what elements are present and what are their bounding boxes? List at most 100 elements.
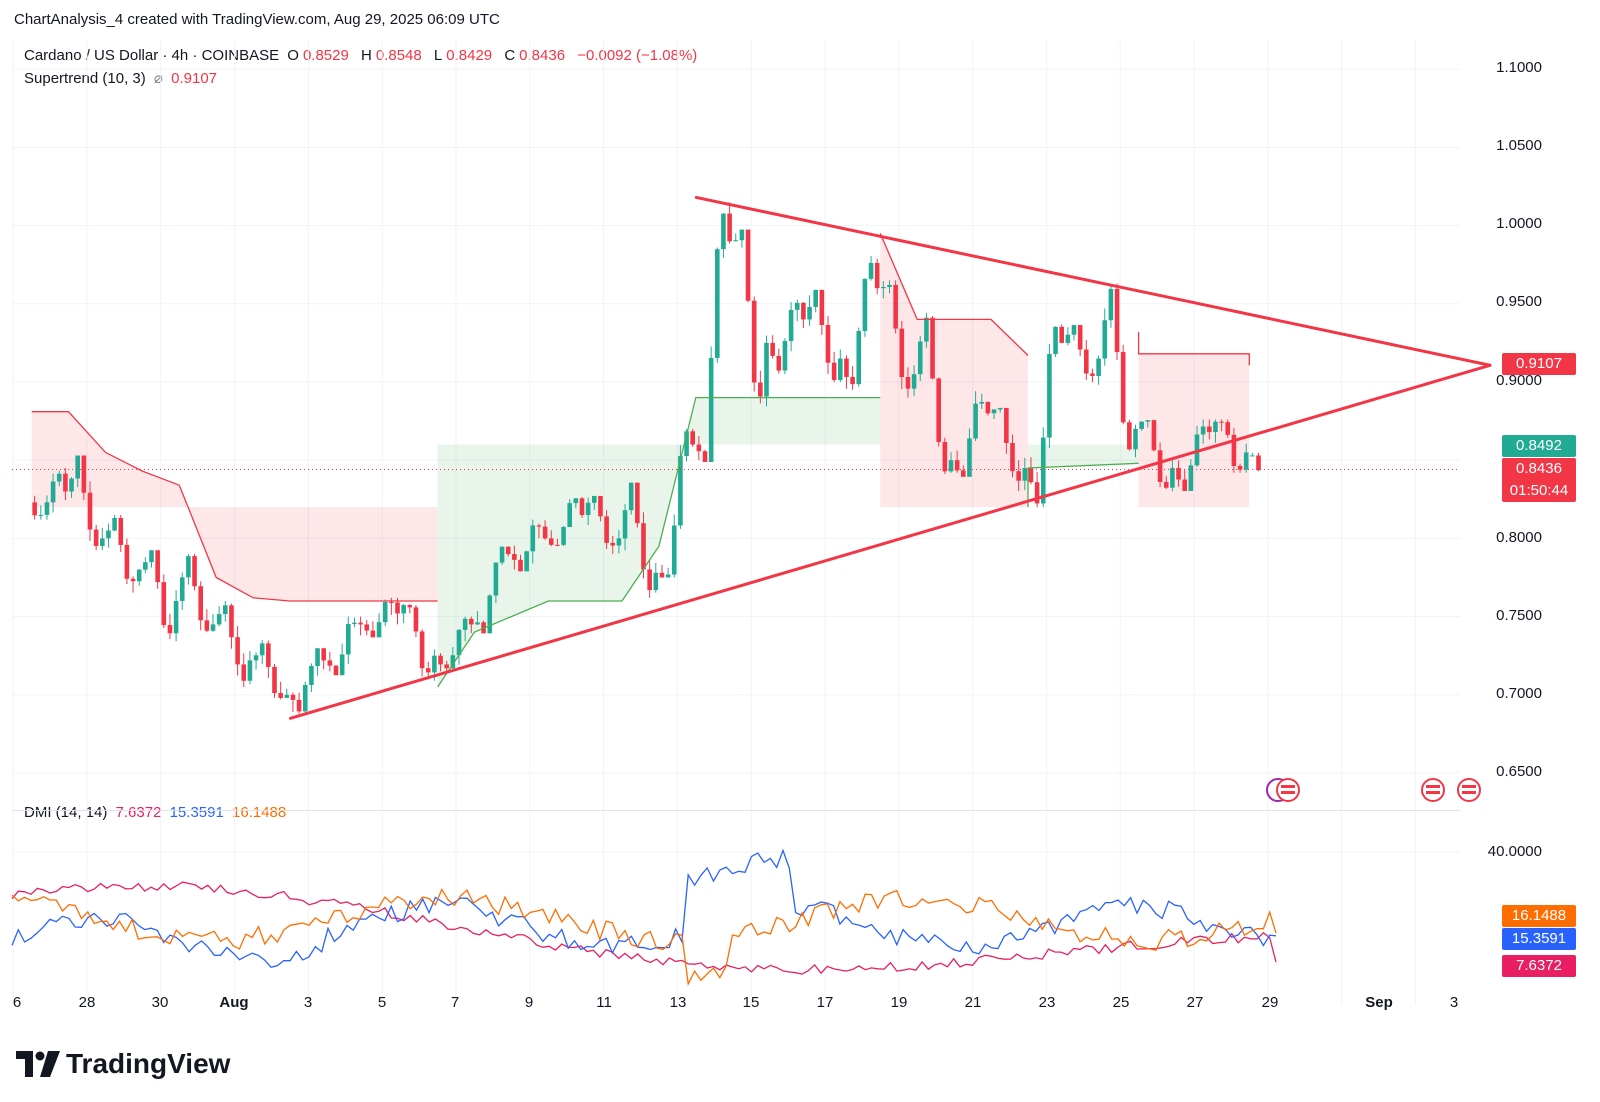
dmi-adx-tag: 7.6372 (1502, 955, 1576, 977)
x-tick-label: 3 (1449, 994, 1459, 1011)
candle-body (1040, 437, 1046, 504)
candle-body (573, 498, 579, 504)
candle-body (850, 376, 855, 385)
high-label: H 0.8548 (361, 47, 422, 64)
candle-body (69, 478, 74, 492)
us-flag-icon[interactable] (1457, 778, 1481, 802)
candle-body (739, 229, 745, 241)
x-tick-label: 25 (1112, 994, 1130, 1011)
candle-body (844, 358, 849, 377)
supertrend-area (1028, 444, 1139, 508)
candle-body (1139, 421, 1144, 429)
candle-body (370, 630, 376, 638)
candle-body (1102, 320, 1108, 359)
candle-body (173, 600, 179, 634)
candle-body (376, 622, 382, 638)
candle-body (641, 523, 646, 570)
x-tick-label: Sep (1365, 994, 1393, 1011)
open-value: 0.8529 (302, 47, 349, 64)
candle-body (610, 542, 616, 546)
candle-body (1133, 428, 1138, 450)
candle-body (1225, 422, 1231, 435)
candle-body (1194, 434, 1200, 466)
x-tick-label: 7 (450, 994, 460, 1011)
high-value: 0.8548 (375, 47, 422, 64)
candle-body (272, 666, 277, 694)
supertrend-legend[interactable]: Supertrend (10, 3) ⌀ 0.9107 (24, 69, 221, 87)
candle-body (136, 569, 142, 582)
candle-body (50, 481, 56, 503)
candle-body (893, 284, 898, 329)
close-value: 0.8436 (519, 47, 566, 64)
candle-body (216, 614, 222, 625)
candle-body (75, 455, 80, 479)
us-flag-stripe (1426, 785, 1440, 788)
us-flag-icon[interactable] (1276, 778, 1300, 802)
candle-body (512, 554, 517, 560)
candle-body (782, 341, 788, 371)
supertrend-area (880, 233, 1028, 508)
candle-body (579, 498, 585, 515)
candle-body (198, 586, 203, 621)
candle-body (1028, 468, 1034, 483)
candle-body (930, 317, 935, 379)
symbol-name[interactable]: Cardano / US Dollar · 4h · COINBASE (24, 47, 280, 64)
candle-body (702, 451, 708, 462)
candle-body (518, 559, 523, 572)
candle-body (776, 355, 782, 371)
candle-body (973, 403, 978, 439)
candle-body (671, 525, 677, 575)
candle-body (469, 618, 474, 625)
dmi-minus-value: 16.1488 (232, 804, 287, 821)
supertrend-area (31, 411, 438, 601)
candle-body (499, 546, 505, 563)
supertrend-area (437, 397, 881, 687)
supertrend-hidden-icon[interactable]: ⌀ (153, 70, 163, 87)
tradingview-logo[interactable]: TradingView (16, 1048, 230, 1080)
candle-body (758, 382, 763, 397)
candle-body (1077, 325, 1083, 350)
candle-body (210, 624, 216, 631)
supertrend-lines (31, 233, 1250, 688)
us-flag-stripe (1281, 791, 1295, 794)
dmi-series-line (11, 888, 1277, 987)
dmi-series-line (11, 848, 1277, 969)
candle-body (1065, 334, 1071, 343)
candle-body (967, 438, 972, 477)
chart-header: ChartAnalysis_4 created with TradingView… (14, 11, 500, 28)
candle-body (253, 655, 259, 661)
candle-body (475, 622, 480, 625)
candle-body (1108, 288, 1114, 321)
candle-body (100, 538, 105, 546)
candle-body (425, 668, 431, 673)
candle-body (684, 431, 689, 456)
candle-body (991, 409, 997, 414)
y-tick-label: 0.8000 (1496, 529, 1542, 546)
x-tick-label: 11 (596, 994, 612, 1011)
candle-body (229, 605, 234, 638)
y-tick-label: 1.0500 (1496, 137, 1542, 154)
candle-body (1170, 468, 1175, 488)
candle-body (505, 546, 511, 555)
candle-body (296, 699, 302, 712)
tradingview-logo-icon (16, 1051, 60, 1077)
candle-body (548, 538, 554, 545)
event-markers[interactable] (1266, 778, 1481, 802)
x-tick-label: 23 (1038, 994, 1056, 1011)
candle-body (1034, 482, 1040, 504)
candle-body (364, 624, 370, 631)
close-label: C 0.8436 (504, 47, 566, 64)
candle-body (192, 556, 197, 587)
us-flag-icon[interactable] (1421, 778, 1445, 802)
candle-body (1163, 481, 1169, 488)
candlesticks[interactable] (32, 202, 1261, 714)
low-label: L 0.8429 (433, 47, 493, 64)
candle-body (592, 495, 597, 503)
candle-body (444, 664, 449, 669)
supertrend-line (437, 396, 881, 688)
candle-body (204, 620, 210, 631)
triangle-trendlines[interactable] (288, 195, 1492, 720)
dmi-minus-tag: 16.1488 (1502, 905, 1576, 927)
open-label: O 0.8529 (287, 47, 349, 64)
